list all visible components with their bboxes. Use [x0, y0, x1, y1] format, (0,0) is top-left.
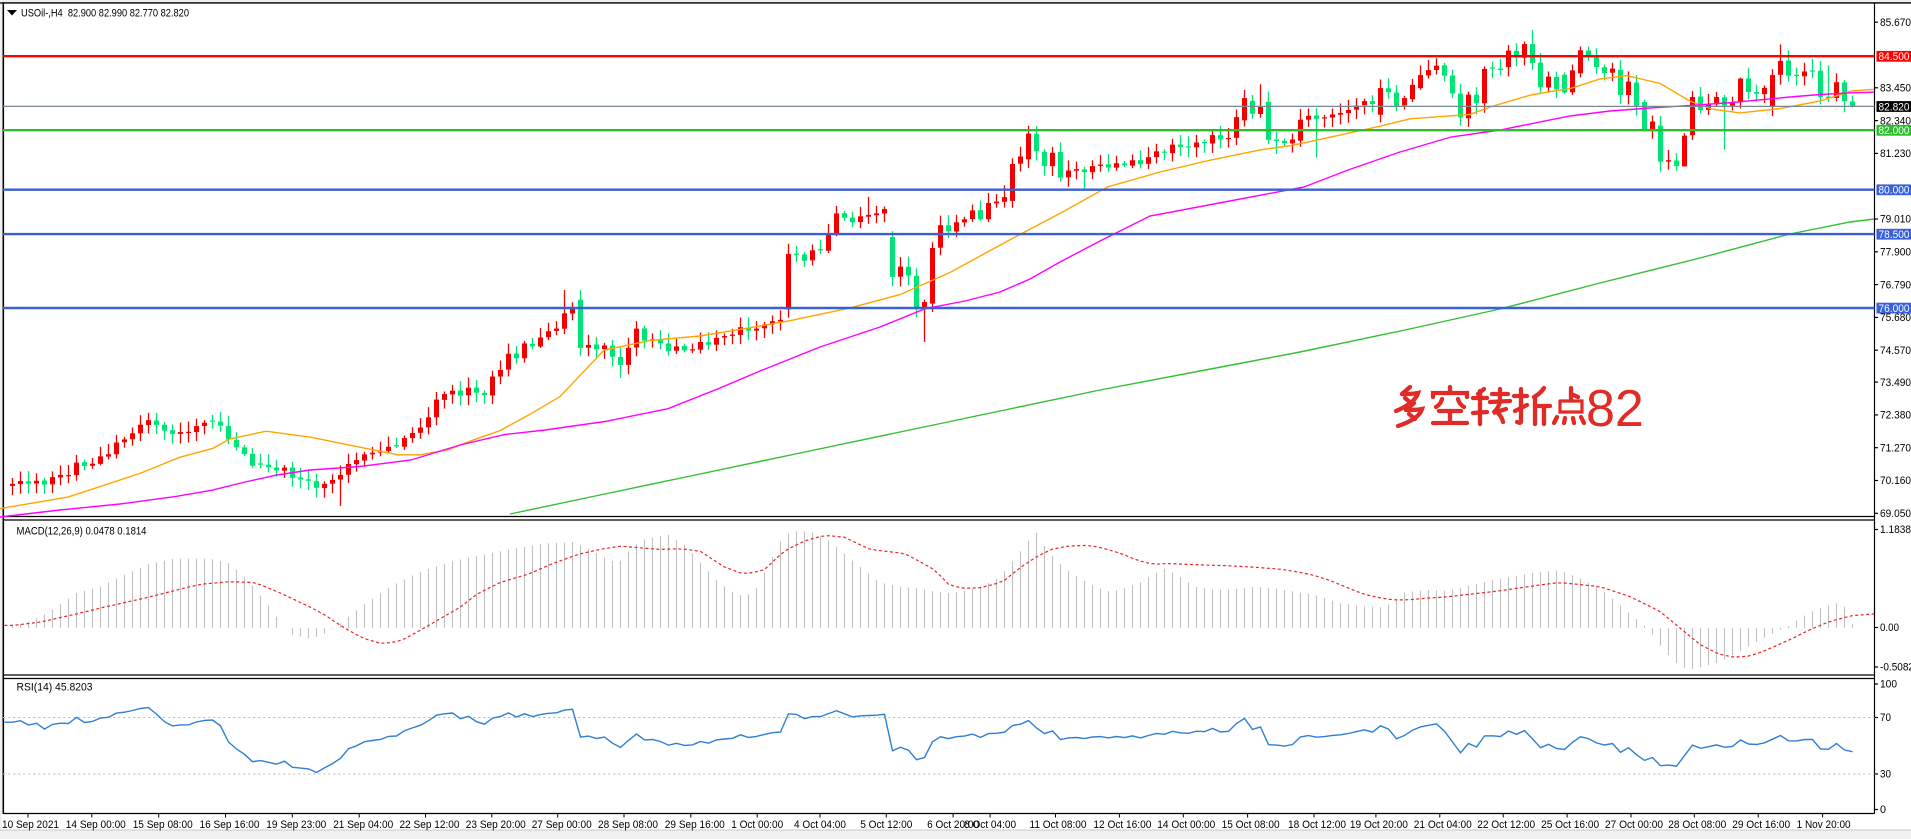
svg-text:25 Oct 16:00: 25 Oct 16:00 — [1541, 819, 1599, 831]
svg-text:4 Oct 04:00: 4 Oct 04:00 — [794, 819, 846, 831]
svg-text:USOil-,H4 82.900 82.990 82.77: USOil-,H4 82.900 82.990 82.770 82.820 — [21, 8, 189, 20]
svg-text:74.570: 74.570 — [1880, 345, 1911, 357]
svg-text:1 Oct 00:00: 1 Oct 00:00 — [731, 819, 783, 831]
svg-text:22 Sep 12:00: 22 Sep 12:00 — [400, 819, 460, 831]
svg-text:30: 30 — [1880, 769, 1891, 781]
svg-text:77.900: 77.900 — [1880, 247, 1911, 259]
svg-text:23 Sep 20:00: 23 Sep 20:00 — [466, 819, 526, 831]
svg-text:12 Oct 16:00: 12 Oct 16:00 — [1093, 819, 1151, 831]
svg-text:16 Sep 16:00: 16 Sep 16:00 — [200, 819, 260, 831]
svg-text:8 Oct 04:00: 8 Oct 04:00 — [964, 819, 1016, 831]
svg-text:83.450: 83.450 — [1880, 83, 1911, 95]
svg-text:6 Oct 20:00: 6 Oct 20:00 — [927, 819, 979, 831]
svg-text:RSI(14) 45.8203: RSI(14) 45.8203 — [17, 682, 93, 694]
svg-text:28 Oct 08:00: 28 Oct 08:00 — [1668, 819, 1726, 831]
svg-text:1.1838: 1.1838 — [1880, 524, 1911, 536]
svg-text:27 Sep 00:00: 27 Sep 00:00 — [532, 819, 592, 831]
svg-text:21 Sep 04:00: 21 Sep 04:00 — [333, 819, 393, 831]
svg-text:14 Sep 00:00: 14 Sep 00:00 — [66, 819, 126, 831]
svg-text:76.790: 76.790 — [1880, 279, 1911, 291]
svg-text:19 Oct 20:00: 19 Oct 20:00 — [1350, 819, 1408, 831]
svg-text:78.500: 78.500 — [1879, 229, 1910, 241]
svg-text:18 Oct 12:00: 18 Oct 12:00 — [1288, 819, 1346, 831]
svg-text:1 Nov 20:00: 1 Nov 20:00 — [1797, 819, 1851, 831]
svg-text:82.000: 82.000 — [1879, 125, 1910, 137]
svg-text:72.380: 72.380 — [1880, 410, 1911, 422]
svg-text:82.820: 82.820 — [1879, 101, 1910, 113]
svg-text:82.340: 82.340 — [1880, 115, 1911, 127]
svg-text:85.670: 85.670 — [1880, 17, 1911, 29]
svg-text:-0.5082: -0.5082 — [1880, 662, 1911, 674]
svg-text:69.050: 69.050 — [1880, 508, 1911, 520]
svg-text:100: 100 — [1880, 679, 1897, 691]
svg-text:70: 70 — [1880, 712, 1891, 724]
svg-text:0.00: 0.00 — [1880, 622, 1899, 634]
svg-text:19 Sep 23:00: 19 Sep 23:00 — [266, 819, 326, 831]
svg-text:10 Sep 2021: 10 Sep 2021 — [2, 819, 59, 831]
svg-text:0: 0 — [1880, 804, 1886, 816]
svg-text:21 Oct 04:00: 21 Oct 04:00 — [1414, 819, 1472, 831]
svg-text:15 Sep 08:00: 15 Sep 08:00 — [133, 819, 193, 831]
svg-text:82: 82 — [1586, 380, 1644, 438]
svg-text:76.000: 76.000 — [1879, 303, 1910, 315]
svg-text:71.270: 71.270 — [1880, 442, 1911, 454]
svg-text:81.230: 81.230 — [1880, 148, 1911, 160]
svg-text:14 Oct 00:00: 14 Oct 00:00 — [1157, 819, 1215, 831]
svg-text:29 Sep 16:00: 29 Sep 16:00 — [665, 819, 725, 831]
svg-text:70.160: 70.160 — [1880, 475, 1911, 487]
svg-text:84.500: 84.500 — [1879, 51, 1910, 63]
svg-text:5 Oct 12:00: 5 Oct 12:00 — [860, 819, 912, 831]
svg-text:80.000: 80.000 — [1879, 185, 1910, 197]
svg-text:22 Oct 12:00: 22 Oct 12:00 — [1477, 819, 1535, 831]
svg-text:75.680: 75.680 — [1880, 312, 1911, 324]
svg-text:29 Oct 16:00: 29 Oct 16:00 — [1732, 819, 1790, 831]
svg-text:73.490: 73.490 — [1880, 377, 1911, 389]
svg-text:11 Oct 08:00: 11 Oct 08:00 — [1030, 819, 1087, 831]
svg-text:MACD(12,26,9) 0.0478 0.1814: MACD(12,26,9) 0.0478 0.1814 — [17, 526, 147, 538]
svg-text:79.010: 79.010 — [1880, 214, 1911, 226]
svg-text:28 Sep 08:00: 28 Sep 08:00 — [598, 819, 658, 831]
svg-text:27 Oct 00:00: 27 Oct 00:00 — [1605, 819, 1663, 831]
svg-text:15 Oct 08:00: 15 Oct 08:00 — [1222, 819, 1280, 831]
